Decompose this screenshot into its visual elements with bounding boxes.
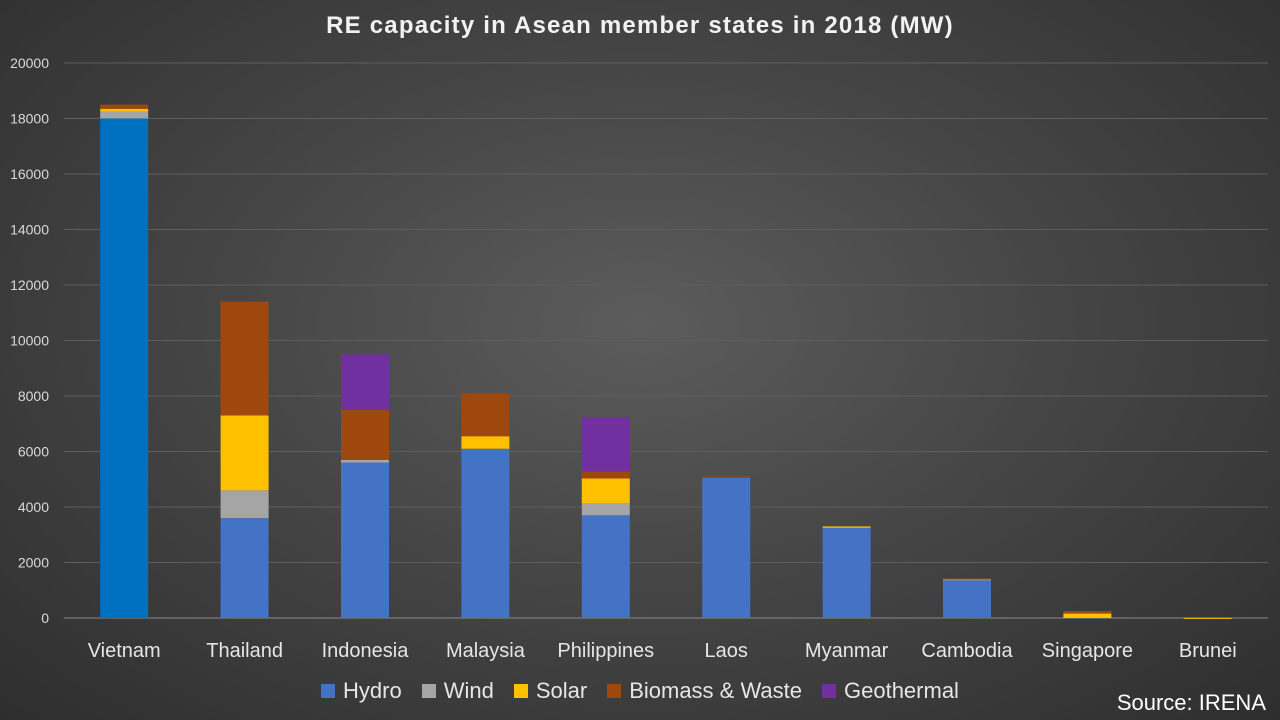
bar-solar-myanmar <box>822 526 871 528</box>
bar-solar-singapore <box>1063 613 1112 618</box>
chart-title: RE capacity in Asean member states in 20… <box>326 12 954 39</box>
x-tick-label: Laos <box>705 640 748 662</box>
bar-biomass-waste-laos <box>702 476 751 478</box>
legend-swatch <box>513 684 528 698</box>
bar-biomass-waste-singapore <box>1063 611 1112 614</box>
bar-hydro-vietnam <box>100 118 149 618</box>
y-tick-label: 4000 <box>18 499 49 515</box>
bar-wind-thailand <box>220 490 269 519</box>
legend-label: Wind <box>443 678 494 703</box>
bar-biomass-waste-indonesia <box>341 409 389 460</box>
y-tick-label: 20000 <box>10 55 49 71</box>
bar-solar-cambodia <box>943 579 991 581</box>
legend-item: Hydro <box>321 678 402 704</box>
legend-swatch <box>321 684 336 698</box>
bar-hydro-philippines <box>581 515 630 618</box>
bar-solar-vietnam <box>100 108 149 112</box>
legend-item: Geothermal <box>822 678 959 704</box>
bar-solar-philippines <box>581 478 630 504</box>
x-tick-label: Thailand <box>206 640 283 662</box>
y-tick-label: 16000 <box>10 166 49 182</box>
legend-label: Hydro <box>343 678 402 703</box>
bar-wind-philippines <box>581 503 630 516</box>
legend-label: Geothermal <box>844 678 959 703</box>
x-tick-label: Malaysia <box>446 640 526 662</box>
x-tick-label: Brunei <box>1179 640 1237 662</box>
legend: Hydro Wind Solar Biomass & Waste Geothermal <box>0 678 1280 704</box>
bar-solar-brunei <box>1183 617 1232 619</box>
bar-wind-indonesia <box>341 459 389 463</box>
y-tick-label: 6000 <box>18 444 49 460</box>
bar-biomass-waste-cambodia <box>943 578 991 580</box>
y-tick-label: 12000 <box>10 277 49 293</box>
bar-biomass-waste-vietnam <box>100 104 149 109</box>
bar-hydro-cambodia <box>943 579 991 618</box>
y-tick-label: 2000 <box>18 555 49 571</box>
bars <box>100 104 1232 619</box>
y-tick-label: 14000 <box>10 222 49 238</box>
y-tick-label: 0 <box>41 610 49 626</box>
legend-swatch <box>607 684 622 698</box>
x-tick-label: Myanmar <box>805 640 889 662</box>
legend-label: Solar <box>535 678 588 703</box>
y-tick-label: 8000 <box>18 388 49 404</box>
bar-biomass-waste-thailand <box>220 301 269 416</box>
y-axis: 0 2000 4000 6000 8000 10000 12000 14000 16000 180… <box>10 55 49 626</box>
bar-hydro-indonesia <box>341 462 389 618</box>
legend-item: Solar <box>513 678 588 704</box>
bar-solar-malaysia <box>461 436 510 449</box>
legend-label: Biomass & Waste <box>629 678 802 703</box>
bar-solar-thailand <box>220 415 269 491</box>
bar-geothermal-indonesia <box>341 354 389 410</box>
bar-hydro-malaysia <box>461 448 510 618</box>
bar-hydro-myanmar <box>822 527 871 618</box>
x-axis: Vietnam Thailand Indonesia Malaysia Philippi… <box>88 640 1237 662</box>
bar-biomass-waste-malaysia <box>461 393 510 437</box>
bar-hydro-thailand <box>220 518 269 618</box>
legend-swatch <box>822 684 836 698</box>
x-tick-label: Indonesia <box>322 640 410 662</box>
bar-geothermal-philippines <box>581 417 630 472</box>
bar-wind-vietnam <box>100 111 149 119</box>
x-tick-label: Singapore <box>1042 640 1133 662</box>
legend-swatch <box>421 684 436 698</box>
x-tick-label: Cambodia <box>921 640 1013 662</box>
x-tick-label: Philippines <box>557 640 654 662</box>
x-tick-label: Vietnam <box>88 640 161 662</box>
bar-hydro-laos <box>702 477 751 618</box>
legend-item: Biomass & Waste <box>607 678 802 704</box>
legend-item: Wind <box>421 678 494 704</box>
bar-biomass-waste-philippines <box>581 471 630 479</box>
y-tick-label: 18000 <box>10 111 49 127</box>
source-note: Source: IRENA <box>1116 690 1266 715</box>
y-tick-label: 10000 <box>10 333 49 349</box>
